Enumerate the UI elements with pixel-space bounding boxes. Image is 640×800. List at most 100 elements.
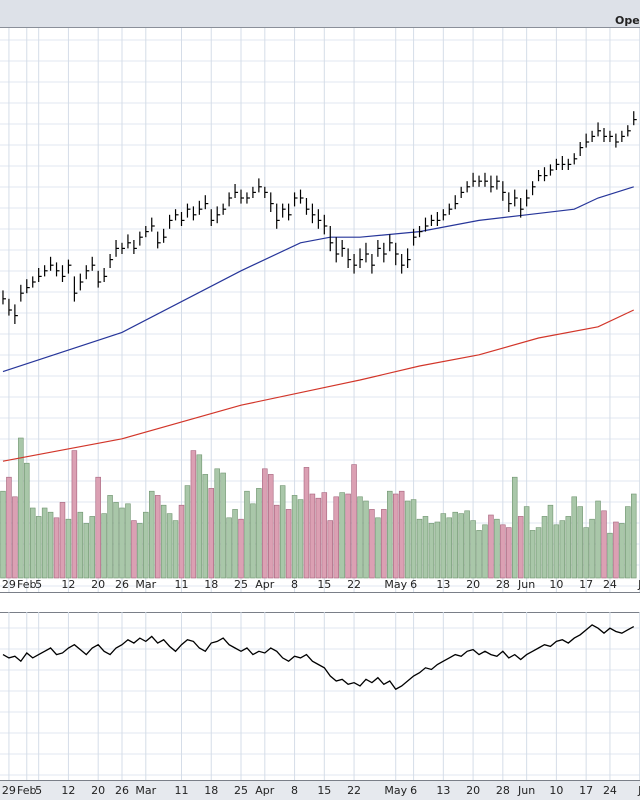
volume-bar	[511, 476, 518, 579]
x-tick-label: 28	[496, 784, 510, 797]
volume-bar	[589, 518, 595, 579]
volume-bar	[154, 495, 161, 579]
x-tick-label: Apr	[255, 578, 275, 591]
volume-bar	[18, 437, 24, 579]
volume-bar	[494, 518, 500, 579]
volume-bar	[166, 513, 173, 579]
x-tick-label: 5	[35, 784, 42, 797]
volume-bar	[607, 532, 613, 579]
volume-bar	[327, 520, 334, 579]
x-tick-label: May	[384, 578, 407, 591]
volume-bar	[351, 464, 357, 579]
volume-bar	[357, 496, 363, 579]
volume-bar	[244, 490, 250, 579]
volume-bar	[631, 493, 637, 579]
volume-bar	[89, 516, 95, 579]
volume-bar	[333, 496, 339, 579]
volume-bar	[202, 474, 209, 579]
x-tick-label: 24	[603, 578, 617, 591]
x-tick-label: 5	[35, 578, 42, 591]
x-tick-label: 20	[466, 784, 480, 797]
volume-bar	[565, 516, 572, 579]
volume-bar	[309, 493, 316, 579]
volume-bar	[250, 503, 256, 579]
volume-bar	[0, 490, 6, 579]
x-tick-label: Jun	[517, 578, 535, 591]
volume-bar	[172, 520, 179, 579]
volume-bar	[375, 517, 381, 579]
x-tick-label: 29	[2, 784, 16, 797]
volume-bar	[256, 488, 262, 579]
volume-bar	[226, 517, 232, 579]
volume-bar	[77, 511, 84, 579]
header-bar	[0, 0, 640, 27]
volume-bar	[279, 485, 286, 579]
volume-bar	[149, 490, 155, 579]
volume-bar	[416, 518, 423, 579]
volume-bar	[625, 506, 631, 579]
volume-bar	[583, 527, 589, 579]
x-tick-label: Feb	[17, 578, 36, 591]
volume-bar	[184, 485, 191, 579]
panel-gap	[0, 592, 640, 612]
x-tick-label: Apr	[255, 784, 275, 797]
volume-bar	[6, 476, 12, 579]
volume-bar	[595, 500, 601, 579]
volume-bar	[387, 490, 393, 579]
x-tick-label: 24	[603, 784, 617, 797]
volume-bar	[547, 504, 554, 579]
x-tick-label: Feb	[17, 784, 36, 797]
x-tick-label: 15	[317, 784, 331, 797]
volume-bar	[464, 510, 470, 579]
volume-bar	[41, 507, 48, 579]
x-tick-label: 13	[436, 784, 450, 797]
x-tick-label: 22	[347, 784, 361, 797]
volume-bar	[125, 503, 131, 579]
volume-bar	[321, 492, 328, 579]
volume-bar	[137, 523, 143, 579]
volume-bar	[285, 509, 292, 579]
volume-bar	[488, 514, 494, 579]
volume-bar	[404, 500, 411, 579]
volume-bar	[12, 496, 18, 579]
x-tick-label: 15	[317, 578, 331, 591]
grid	[0, 28, 640, 780]
volume-bar	[428, 523, 435, 579]
volume-bar	[440, 513, 447, 579]
volume-bar	[553, 524, 560, 579]
x-tick-label: 29	[2, 578, 16, 591]
volume-bar	[29, 507, 36, 579]
x-tick-label: 17	[579, 578, 593, 591]
axis-band	[0, 781, 640, 800]
x-tick-label: May	[384, 784, 407, 797]
volume-bar	[107, 495, 113, 579]
x-tick-label: 13	[436, 578, 450, 591]
x-tick-label: 18	[204, 578, 218, 591]
volume-bar	[500, 524, 506, 579]
x-tick-label: J	[637, 784, 640, 797]
volume-bar	[71, 450, 78, 579]
volume-bar	[529, 530, 536, 579]
x-tick-label: 12	[61, 578, 75, 591]
x-tick-label: 6	[410, 784, 417, 797]
x-tick-label: 20	[91, 578, 105, 591]
volume-bar	[95, 476, 101, 579]
x-tick-label: 11	[174, 578, 188, 591]
volume-bar	[339, 492, 345, 579]
volume-bar	[291, 495, 298, 579]
volume-bar	[24, 462, 30, 579]
volume-bar	[601, 510, 607, 579]
volume-bar	[458, 513, 464, 579]
volume-bar	[571, 496, 577, 579]
volume-bar	[196, 454, 203, 579]
header-label: Ope	[615, 14, 640, 27]
volume-bar	[541, 516, 548, 579]
x-tick-label: 10	[549, 578, 563, 591]
volume-bar	[208, 488, 214, 579]
volume-bar	[131, 520, 137, 579]
volume-bar	[83, 523, 90, 579]
volume-bar	[381, 509, 387, 579]
x-tick-label: Mar	[135, 578, 156, 591]
indicator-line	[2, 624, 635, 691]
moving-average	[2, 309, 635, 462]
